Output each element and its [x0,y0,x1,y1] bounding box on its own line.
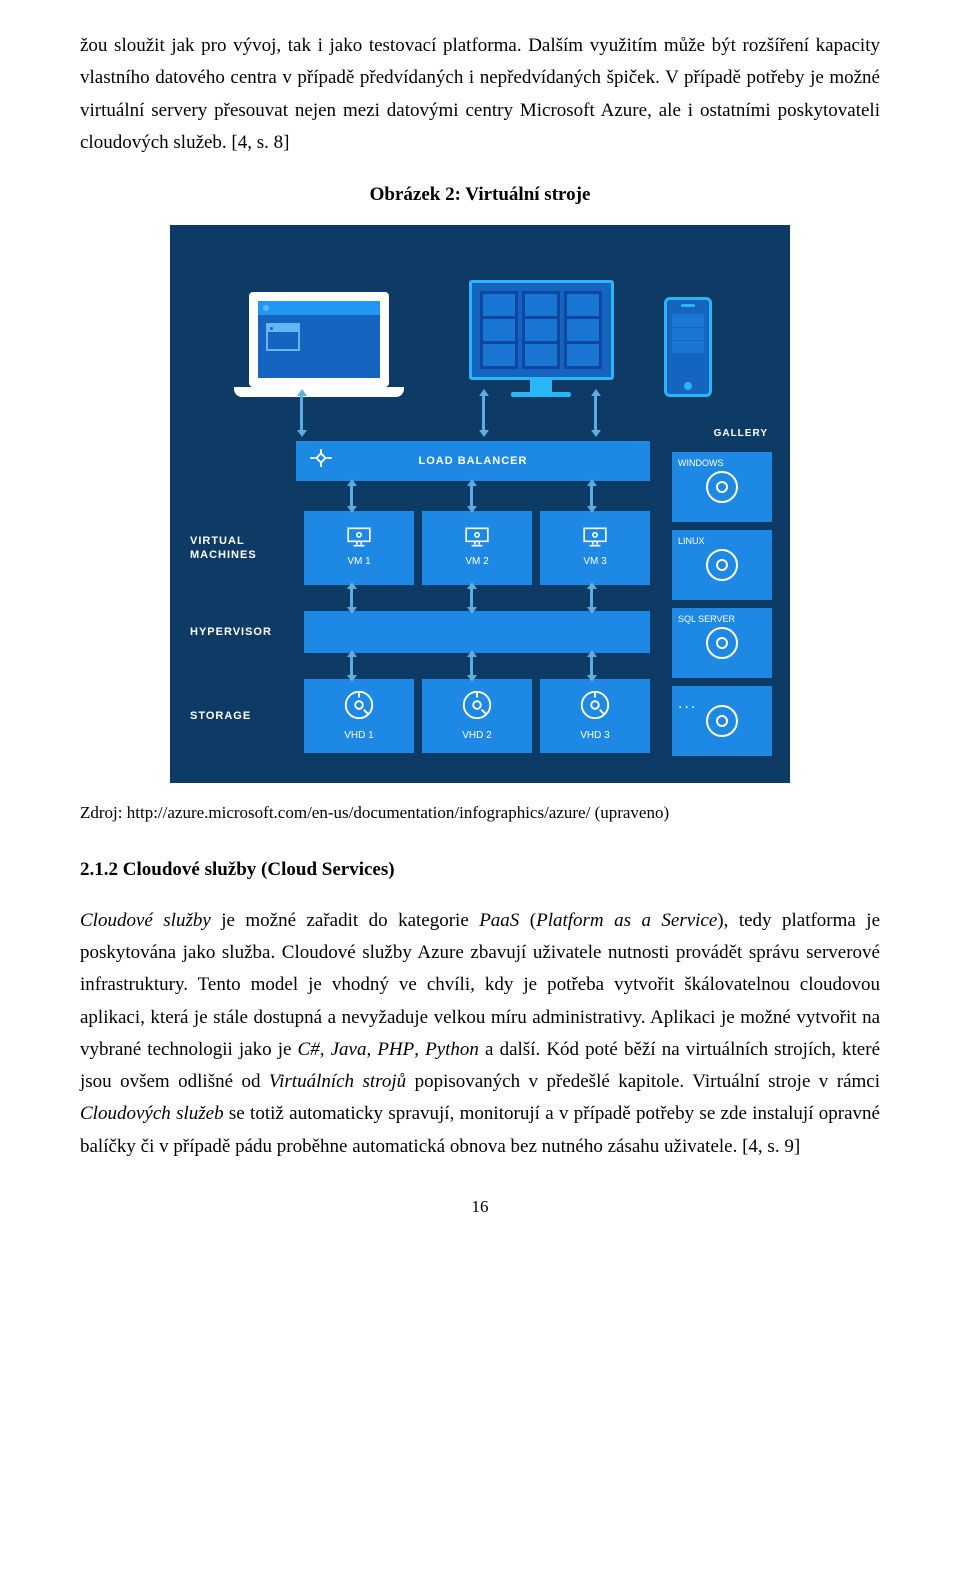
load-balancer-label: LOAD BALANCER [419,452,528,471]
figure-caption: Obrázek 2: Virtuální stroje [80,179,880,211]
para-2: Cloudové služby je možné zařadit do kate… [80,905,880,1163]
monitor-icon [346,526,372,548]
figure-source: Zdroj: http://azure.microsoft.com/en-us/… [80,799,880,828]
load-balancer-icon [310,447,332,476]
gallery-tile-sqlserver: SQL SERVER [672,608,772,678]
gallery-tile-label: LINUX [678,534,705,549]
load-balancer-bar: LOAD BALANCER [296,441,650,481]
gallery-tile-windows: WINDOWS [672,452,772,522]
vhd-tile-2: VHD 2 [422,679,532,753]
vhd-label: VHD 1 [344,727,373,744]
vhd-label: VHD 3 [580,727,609,744]
vm-label: VM 1 [347,553,370,570]
vm-layer-label: VIRTUAL MACHINES [190,511,296,585]
vm-tile-3: VM 3 [540,511,650,585]
vhd-label: VHD 2 [462,727,491,744]
section-heading: 2.1.2 Cloudové služby (Cloud Services) [80,854,880,886]
gallery-label: GALLERY [672,425,772,442]
vm-tile-2: VM 2 [422,511,532,585]
vhd-tile-3: VHD 3 [540,679,650,753]
gallery-tile-more: ... [672,686,772,756]
gallery-tile-label: WINDOWS [678,456,724,471]
disc-icon [706,705,738,737]
disc-icon [706,627,738,659]
vm-label: VM 3 [583,553,606,570]
disc-icon [706,471,738,503]
hypervisor-bar [304,611,650,653]
gallery-tile-linux: LINUX [672,530,772,600]
page-number: 16 [80,1193,880,1222]
disk-icon [342,688,376,722]
laptop-icon [249,292,419,397]
gallery-tile-label: ... [678,690,697,717]
gallery-tile-label: SQL SERVER [678,612,735,627]
azure-vm-diagram: LOAD BALANCER VIRTUAL MACHINES VM 1 [170,225,790,783]
phone-icon [664,297,712,397]
para-1: žou sloužit jak pro vývoj, tak i jako te… [80,30,880,159]
vhd-tile-1: VHD 1 [304,679,414,753]
desktop-monitor-icon [469,280,614,397]
hypervisor-label: HYPERVISOR [190,611,296,653]
vm-label: VM 2 [465,553,488,570]
vm-tile-1: VM 1 [304,511,414,585]
disc-icon [706,549,738,581]
storage-label: STORAGE [190,679,296,753]
